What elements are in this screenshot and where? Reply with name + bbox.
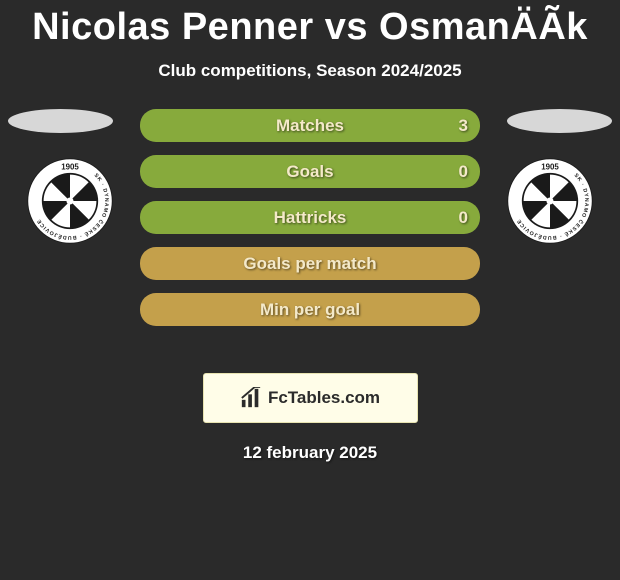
stat-rows: Matches 3 Goals 0 Hattricks 0 Goals per match M… xyxy=(140,109,480,339)
footer-date: 12 february 2025 xyxy=(0,443,620,463)
stat-row: Hattricks 0 xyxy=(140,201,480,234)
chart-icon xyxy=(240,387,262,409)
page-title: Nicolas Penner vs OsmanÄÃ­k xyxy=(0,0,620,49)
comparison-stage: 1905SK · DYNAMO ČESKÉ · BUDĚJOVICE 1905S… xyxy=(0,109,620,369)
stat-label: Hattricks xyxy=(274,208,347,228)
stat-label: Goals per match xyxy=(243,254,376,274)
stat-row: Matches 3 xyxy=(140,109,480,142)
watermark: FcTables.com xyxy=(203,373,418,423)
svg-text:1905: 1905 xyxy=(61,162,79,171)
club-badge-left: 1905SK · DYNAMO ČESKÉ · BUDĚJOVICE xyxy=(20,157,120,245)
stat-label: Goals xyxy=(286,162,333,182)
club-badge-right: 1905SK · DYNAMO ČESKÉ · BUDĚJOVICE xyxy=(500,157,600,245)
stat-value-right: 0 xyxy=(459,208,468,228)
player-right-placeholder xyxy=(507,109,612,133)
player-left-placeholder xyxy=(8,109,113,133)
page-subtitle: Club competitions, Season 2024/2025 xyxy=(0,61,620,81)
stat-row: Min per goal xyxy=(140,293,480,326)
svg-text:1905: 1905 xyxy=(541,162,559,171)
stat-value-right: 3 xyxy=(459,116,468,136)
stat-value-right: 0 xyxy=(459,162,468,182)
stat-label: Min per goal xyxy=(260,300,360,320)
stat-label: Matches xyxy=(276,116,344,136)
stat-row: Goals per match xyxy=(140,247,480,280)
watermark-text: FcTables.com xyxy=(268,388,380,408)
stat-row: Goals 0 xyxy=(140,155,480,188)
